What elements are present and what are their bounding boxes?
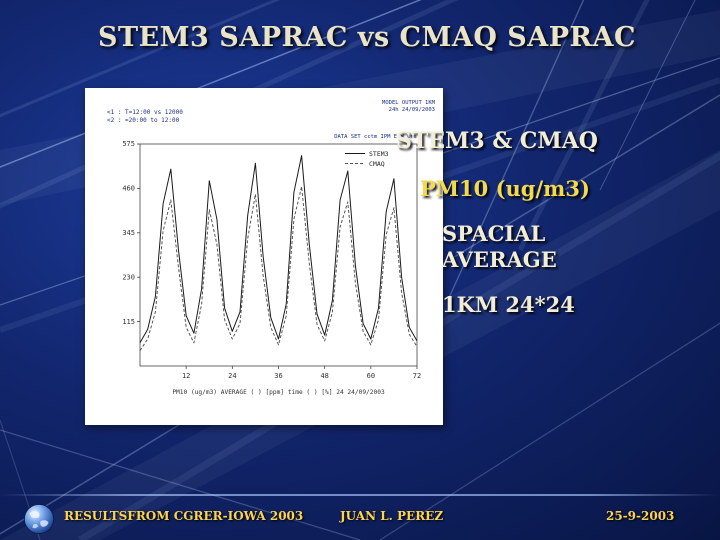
- svg-text:<2 : =20:00 to 12:00: <2 : =20:00 to 12:00: [107, 117, 180, 124]
- svg-text:STEM3: STEM3: [369, 150, 389, 158]
- pm10-line-chart: 115 230 345 460 575 12 24 36 48 60 72 STEM3 CMAQ <1 :…: [107, 100, 436, 396]
- svg-text:12: 12: [182, 372, 190, 380]
- footer-right-text: 25-9-2003: [606, 509, 675, 523]
- footer-divider: [0, 494, 720, 496]
- svg-text:24: 24: [228, 372, 236, 380]
- svg-text:DATA SET cctm IPM E W crs: DATA SET cctm IPM E W crs: [334, 134, 417, 140]
- svg-text:36: 36: [274, 372, 282, 380]
- right-text-block: STEM3 & CMAQ PM10 (ug/m3) SPACIAL AVERAG…: [396, 128, 696, 317]
- slide-title: STEM3 SAPRAC vs CMAQ SAPRAC: [98, 22, 636, 53]
- svg-text:230: 230: [122, 273, 135, 281]
- footer-center-text: JUAN L. PEREZ: [340, 509, 444, 523]
- label-grid-resolution: 1KM 24*24: [442, 291, 575, 317]
- svg-text:PM10 (ug/m3) AVERAGE ( ) [ppm]: PM10 (ug/m3) AVERAGE ( ) [ppm] time ( ) …: [172, 389, 385, 396]
- globe-icon: [23, 503, 55, 535]
- svg-text:460: 460: [122, 185, 135, 193]
- svg-text:72: 72: [413, 372, 421, 380]
- footer: RESULTSFROM CGRER-IOWA 2003 JUAN L. PERE…: [0, 500, 720, 540]
- svg-text:24h 24/09/2003: 24h 24/09/2003: [389, 107, 435, 113]
- label-pollutant-units: PM10 (ug/m3): [420, 176, 590, 201]
- svg-text:MODEL OUTPUT 1KM: MODEL OUTPUT 1KM: [382, 100, 436, 106]
- svg-text:345: 345: [122, 229, 135, 237]
- label-models: STEM3 & CMAQ: [396, 128, 598, 154]
- svg-text:<1 : T=12:00 vs 12000: <1 : T=12:00 vs 12000: [107, 109, 183, 116]
- svg-text:60: 60: [367, 372, 375, 380]
- chart-panel: 115 230 345 460 575 12 24 36 48 60 72 STEM3 CMAQ <1 :…: [85, 88, 443, 425]
- footer-left-text: RESULTSFROM CGRER-IOWA 2003: [64, 509, 304, 523]
- label-spatial-average: SPACIAL AVERAGE: [442, 221, 557, 273]
- svg-text:CMAQ: CMAQ: [369, 160, 385, 168]
- svg-text:48: 48: [320, 372, 328, 380]
- svg-text:115: 115: [122, 318, 135, 326]
- svg-text:575: 575: [122, 140, 135, 148]
